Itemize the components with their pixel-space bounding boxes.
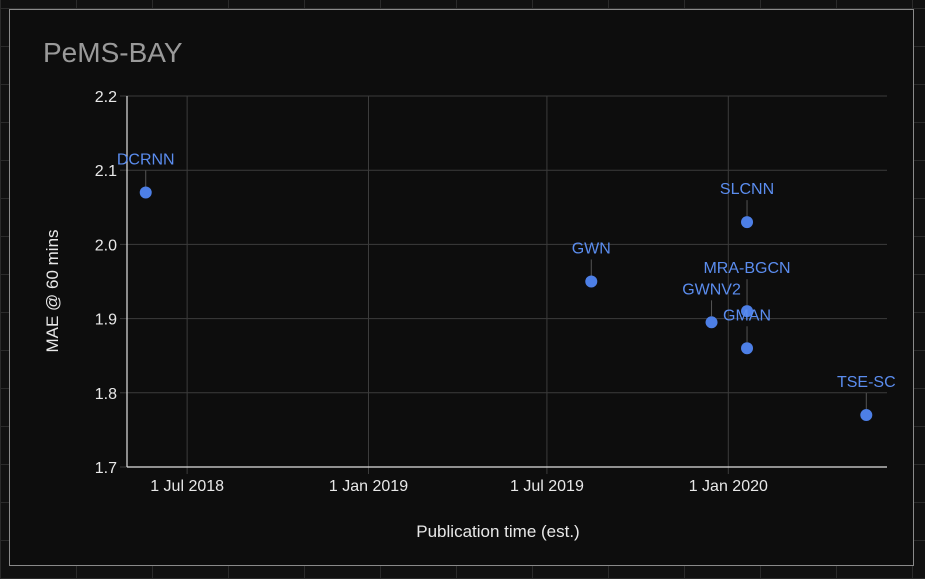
point-gwnv2[interactable] [705,316,718,329]
point-mra-bgcn[interactable] [741,305,754,318]
grid [127,95,887,474]
x-tick-label: 1 Jan 2020 [689,478,768,495]
x-tick-label: 1 Jan 2019 [329,478,408,495]
point-tse-sc[interactable] [860,409,873,422]
point-label-tse-sc: TSE-SC [837,374,896,391]
x-axis-title: Publication time (est.) [416,522,579,541]
point-label-gman: GMAN [723,307,771,324]
chart-title: PeMS-BAY [43,37,183,68]
y-tick-label: 1.7 [95,460,117,477]
y-tick-label: 2.1 [95,163,117,180]
point-label-dcrnn: DCRNN [117,151,175,168]
point-dcrnn[interactable] [139,186,152,199]
point-label-slcnn: SLCNN [720,181,774,198]
point-label-gwn: GWN [572,241,611,258]
data-points [139,186,873,422]
point-labels: DCRNN GWN GWNV2 SLCNN MRA-BGCN GMAN TSE-SC [117,151,896,410]
y-axis-title: MAE @ 60 mins [43,229,62,352]
point-gman[interactable] [741,342,754,355]
y-tick-label: 1.9 [95,312,117,329]
y-tick-label: 2.0 [95,237,117,254]
point-gwn[interactable] [585,275,598,288]
x-tick-label: 1 Jul 2019 [510,478,584,495]
y-tick-label: 1.8 [95,386,117,403]
axes: 1.7 1.8 1.9 2.0 2.1 2.2 1 Jul 2018 1 Jan 2019 1 … [95,89,887,495]
point-slcnn[interactable] [741,216,754,229]
point-label-gwnv2: GWNV2 [682,281,741,298]
y-tick-label: 2.2 [95,89,117,106]
chart-card: 1.7 1.8 1.9 2.0 2.1 2.2 1 Jul 2018 1 Jan 2019 1 … [9,9,914,566]
point-label-mra-bgcn: MRA-BGCN [703,260,790,277]
scatter-chart: 1.7 1.8 1.9 2.0 2.1 2.2 1 Jul 2018 1 Jan 2019 1 … [43,37,896,541]
x-tick-label: 1 Jul 2018 [150,478,224,495]
